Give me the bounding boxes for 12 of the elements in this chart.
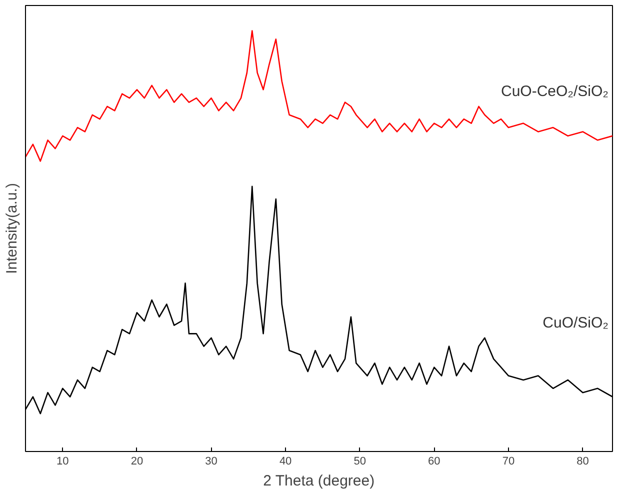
x-tick-label: 30 [205,456,218,468]
x-tick-label: 80 [576,456,589,468]
y-axis-title: Intensity(a.u.) [4,183,20,274]
x-axis-title: 2 Theta (degree) [263,472,375,490]
x-tick-label: 50 [354,456,366,468]
series-label: CuO-CeO₂/SiO₂ [501,83,609,100]
x-tick-label: 40 [279,456,292,468]
text: CuO/SiO₂ [542,314,609,332]
x-tick-label: 10 [56,456,69,468]
x-tick-label: 60 [428,456,440,468]
x-tick-label: 70 [502,456,515,468]
x-tick-label: 20 [130,456,144,468]
